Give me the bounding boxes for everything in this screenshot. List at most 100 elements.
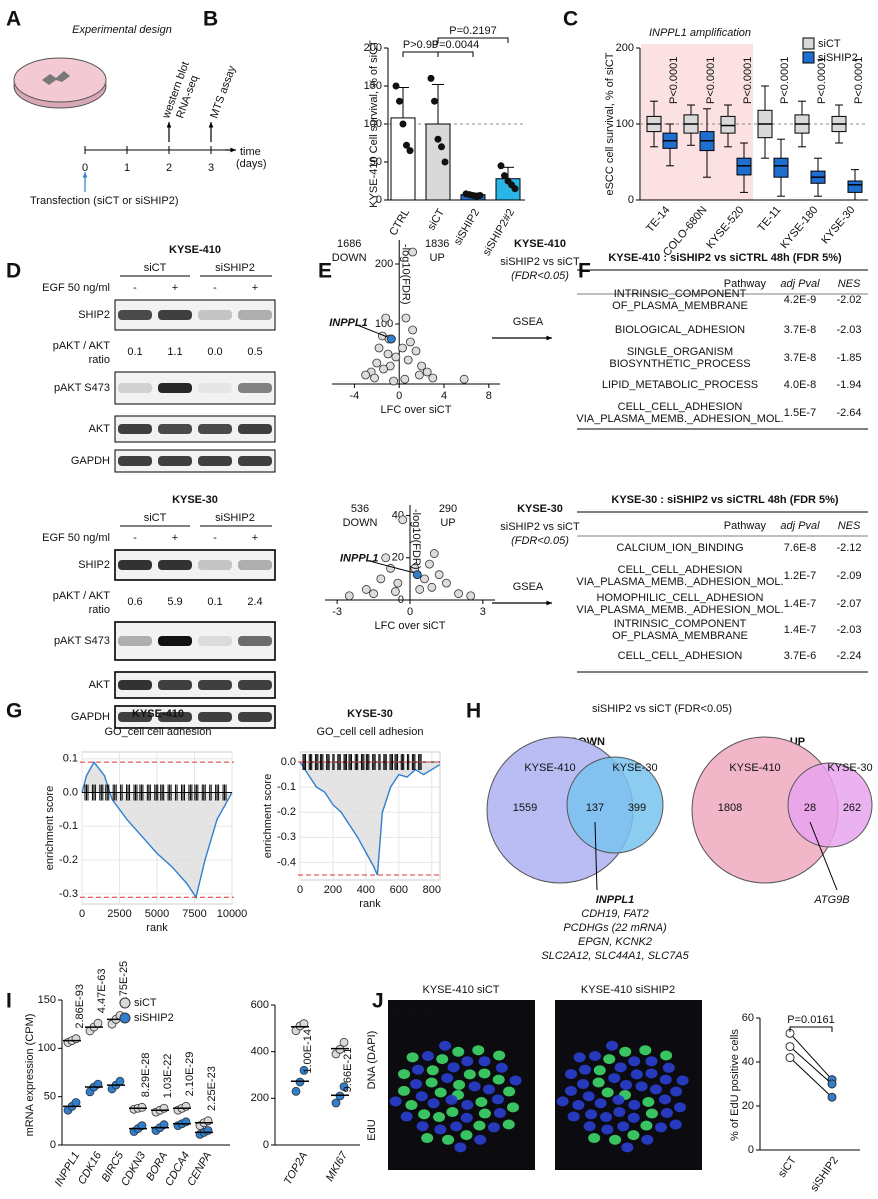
gene-label: CDH19, FAT2 [581, 908, 648, 920]
nucleus [495, 1062, 508, 1073]
nucleus [416, 1121, 429, 1132]
stain-label: EdU [366, 1119, 378, 1140]
p-value: P<0.0001 [742, 57, 754, 104]
nucleus [442, 1134, 455, 1145]
y-tick-label: 20 [742, 1100, 754, 1112]
data-point [370, 373, 379, 383]
p-value: P>0.99 [403, 39, 438, 51]
pathway: OF_PLASMA_MEMBRANE [612, 630, 748, 642]
nucleus [645, 1056, 658, 1067]
sign: - [213, 282, 217, 294]
nucleus [433, 1112, 446, 1123]
p-value: 1.2E-7 [784, 570, 816, 582]
nucleus [421, 1050, 434, 1061]
bracket [789, 1026, 833, 1032]
pathway: BIOSYNTHETIC_PROCESS [609, 358, 750, 370]
pointer [367, 560, 414, 574]
arrow-head [82, 172, 88, 178]
nucleus [567, 1111, 580, 1122]
sign: - [133, 282, 137, 294]
data-point [291, 1086, 301, 1096]
p-value: 1.4E-7 [784, 624, 816, 636]
count: 290 [439, 503, 457, 515]
y-tick-label: 40 [742, 1056, 754, 1068]
band [238, 424, 272, 434]
band [198, 712, 232, 722]
data-point [400, 374, 410, 384]
arrow-head [546, 335, 552, 341]
box [773, 157, 789, 178]
bracket [437, 51, 474, 57]
count: 1836 [425, 238, 449, 250]
band [118, 712, 152, 722]
highlight-point [412, 570, 422, 580]
data-point [434, 135, 442, 143]
count: 399 [628, 802, 646, 814]
nucleus [418, 1109, 431, 1120]
count: 1559 [513, 802, 537, 814]
nucleus [659, 1074, 672, 1085]
arrow-head [166, 122, 172, 128]
pathway: VIA_PLASMA_MEMB._ADHESION_MOL. [576, 604, 783, 616]
nes: -2.07 [836, 598, 861, 610]
nucleus [426, 1065, 439, 1076]
nes: -2.02 [836, 294, 861, 306]
band [238, 560, 272, 570]
y-tick-label: 400 [251, 1046, 269, 1058]
row-label: pAKT S473 [54, 382, 110, 394]
blot-title: KYSE-30 [172, 494, 218, 506]
data-point [398, 515, 408, 525]
pathway: CALCIUM_ION_BINDING [616, 542, 743, 554]
p-value: 3.7E-8 [784, 324, 816, 336]
image-title: KYSE-410 siCT [422, 984, 499, 996]
legend-label: siSHIP2 [818, 52, 858, 64]
gene-label: INPPL1 [329, 317, 368, 329]
data-point [427, 74, 435, 82]
nucleus [628, 1056, 641, 1067]
y-tick-label: 100 [616, 118, 634, 130]
nucleus [468, 1081, 481, 1092]
data-point [442, 578, 451, 588]
pathway: LIPID_METABOLIC_PROCESS [602, 379, 758, 391]
pathway: CELL_CELL_ADHESION [618, 564, 743, 576]
band [198, 636, 232, 646]
nucleus [463, 1069, 476, 1080]
x-axis-label: rank [146, 922, 168, 934]
nucleus [441, 1073, 454, 1084]
nucleus [472, 1045, 485, 1056]
band [158, 560, 192, 570]
venn-set [566, 756, 664, 854]
y-tick-label: 100 [364, 118, 382, 130]
x-tick-label: -4 [350, 390, 360, 402]
p-value: 1.00E-14 [302, 1029, 314, 1074]
p-value: P<0.0001 [816, 57, 828, 104]
set-label: KYSE-30 [612, 762, 657, 774]
data-point [398, 343, 407, 353]
nucleus [564, 1085, 577, 1096]
x-tick-label: 0 [79, 908, 85, 920]
data-point [785, 1042, 795, 1052]
y-tick-label: 0 [50, 1139, 56, 1151]
data-point [827, 1092, 837, 1102]
nucleus [573, 1052, 586, 1063]
pathway: INTRINSIC_COMPONENT [614, 618, 747, 630]
nucleus [556, 1096, 569, 1107]
data-point [425, 559, 434, 569]
nucleus [492, 1074, 505, 1085]
venn-set [787, 762, 873, 848]
nucleus [654, 1122, 667, 1133]
panel-label: J [372, 990, 384, 1013]
panel-label: H [466, 700, 481, 723]
p-value: P<0.0001 [668, 57, 680, 104]
data-point [441, 158, 449, 166]
x-tick-label: 200 [324, 884, 342, 896]
data-point [785, 1053, 795, 1063]
band [238, 712, 272, 722]
nucleus [645, 1068, 658, 1079]
x-tick-label: 10000 [217, 908, 248, 920]
column-header: NES [838, 278, 861, 290]
legend-label: siCT [134, 997, 157, 1009]
data-point [428, 373, 438, 383]
band [118, 680, 152, 690]
area [300, 762, 440, 875]
